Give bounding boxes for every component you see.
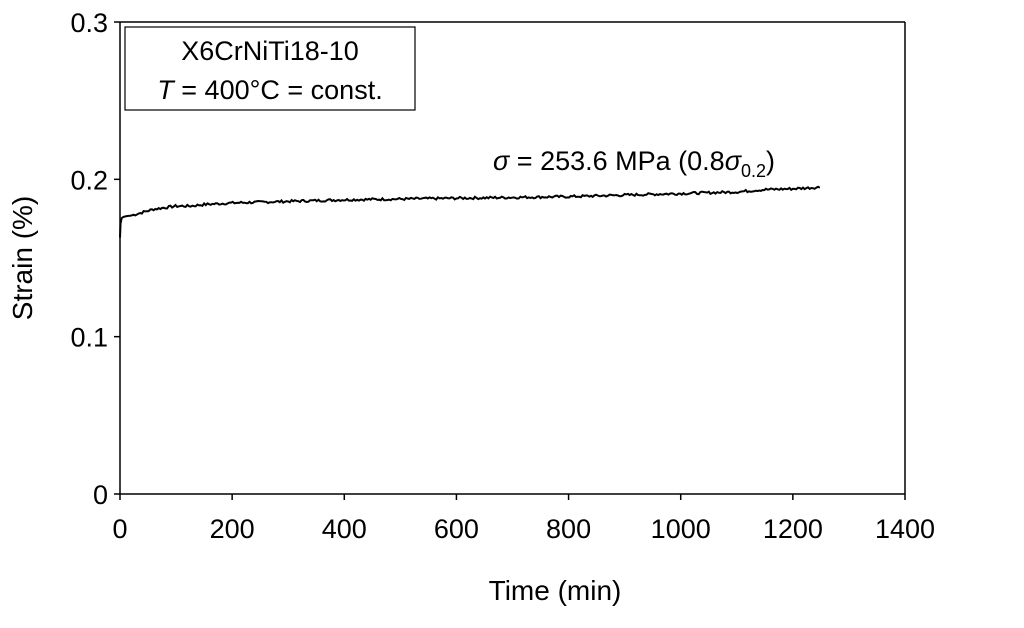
y-axis-title: Strain (%) [7,196,38,320]
legend-temperature: T = 400°C = const. [157,75,382,105]
y-tick-label: 0.1 [70,323,108,353]
x-tick-label: 1200 [763,514,823,544]
x-tick-label: 800 [546,514,591,544]
x-tick-label: 0 [112,514,127,544]
x-axis-title: Time (min) [489,575,622,606]
x-tick-label: 1400 [875,514,935,544]
x-tick-label: 1000 [651,514,711,544]
y-tick-label: 0.2 [70,165,108,195]
y-ticks: 0 0.1 0.2 0.3 [70,8,120,510]
legend-box: X6CrNiTi18-10 T = 400°C = const. [124,26,416,111]
strain-series-line [119,185,821,238]
legend-material: X6CrNiTi18-10 [181,36,359,66]
x-ticks: 0 200 400 600 800 1000 1200 1400 [112,494,935,544]
stress-annotation: σ = 253.6 MPa (0.8σ0.2) [493,146,775,181]
y-tick-label: 0.3 [70,8,108,38]
x-tick-label: 400 [322,514,367,544]
x-tick-label: 600 [434,514,479,544]
x-tick-label: 200 [210,514,255,544]
legend-frame [124,26,416,111]
y-tick-label: 0 [93,480,108,510]
